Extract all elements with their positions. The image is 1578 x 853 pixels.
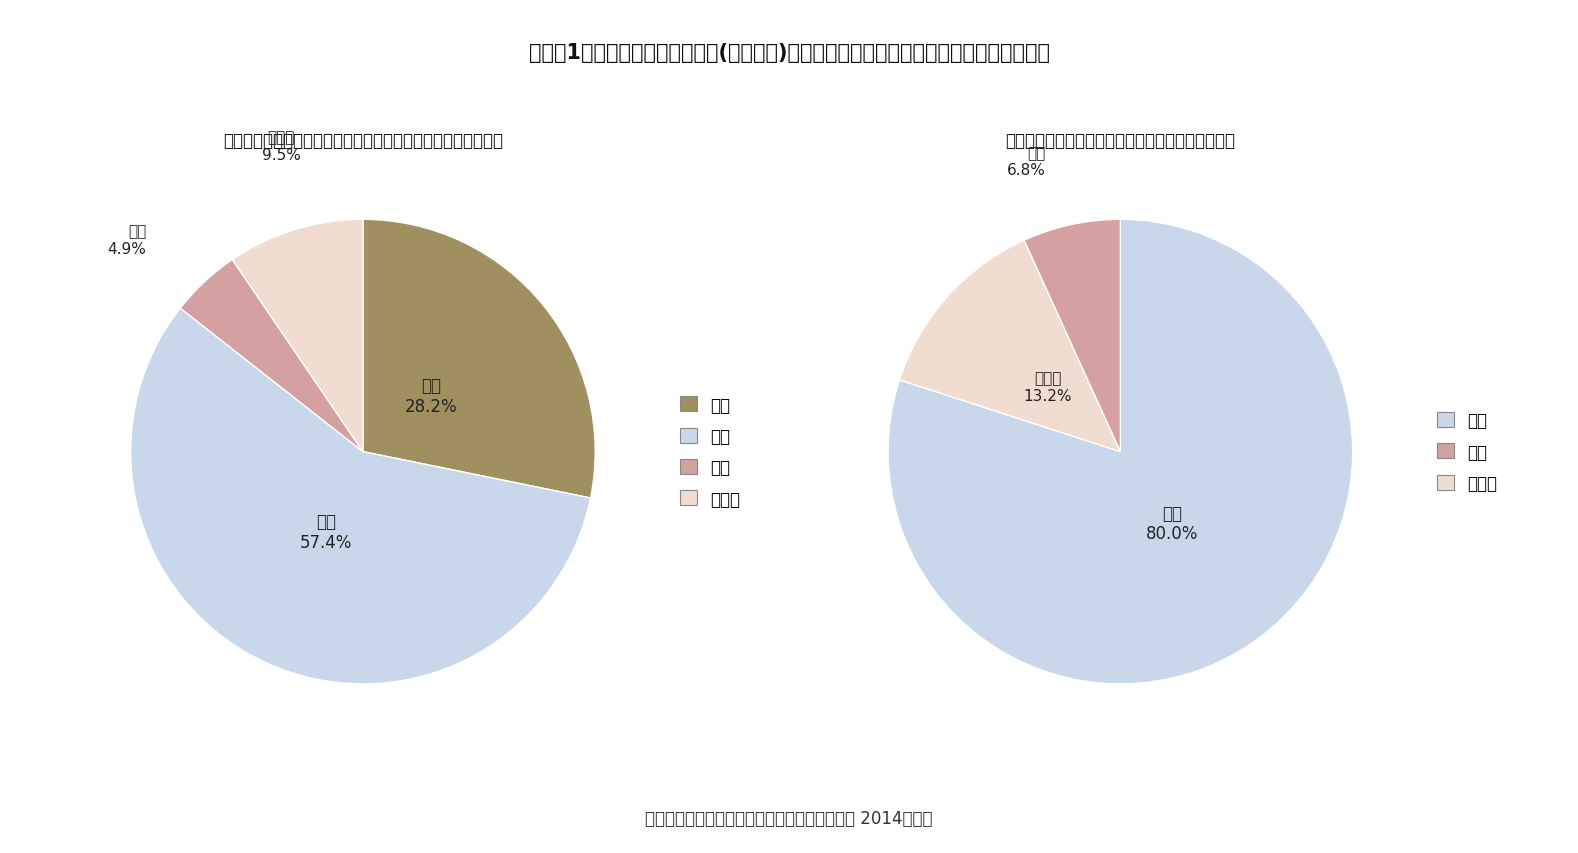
Text: 職場
28.2%: 職場 28.2% <box>406 377 458 415</box>
Wedge shape <box>232 220 363 452</box>
Text: その他
9.5%: その他 9.5% <box>262 131 300 163</box>
Text: 窓口
4.9%: 窓口 4.9% <box>107 223 147 256</box>
Text: その他
13.2%: その他 13.2% <box>1024 371 1071 403</box>
Title: 【　「職場」、「自宅」、「窓口」、「その他」の構成比　】: 【 「職場」、「自宅」、「窓口」、「その他」の構成比 】 <box>222 131 503 149</box>
Title: 【　「自宅」、「窓口」、「その他」の構成比　】: 【 「自宅」、「窓口」、「その他」の構成比 】 <box>1005 131 1236 149</box>
Text: グラフ1　生保会社の販売担当者(営業職員)からの連絡・訪問をどこで受けることが多いか: グラフ1 生保会社の販売担当者(営業職員)からの連絡・訪問をどこで受けることが多… <box>529 43 1049 62</box>
Legend: 自宅, 窓口, その他: 自宅, 窓口, その他 <box>1431 405 1504 499</box>
Wedge shape <box>1024 220 1120 452</box>
Text: （資料）ニッセイ基礎研究所「マーケット調査 2014」より: （資料）ニッセイ基礎研究所「マーケット調査 2014」より <box>645 809 933 827</box>
Wedge shape <box>363 220 595 498</box>
Wedge shape <box>888 220 1352 684</box>
Text: 窓口
6.8%: 窓口 6.8% <box>1007 146 1046 178</box>
Legend: 職場, 自宅, 窓口, その他: 職場, 自宅, 窓口, その他 <box>674 390 746 514</box>
Text: 自宅
57.4%: 自宅 57.4% <box>300 513 352 552</box>
Wedge shape <box>899 241 1120 452</box>
Wedge shape <box>180 260 363 452</box>
Text: 自宅
80.0%: 自宅 80.0% <box>1146 504 1198 543</box>
Wedge shape <box>131 309 590 684</box>
